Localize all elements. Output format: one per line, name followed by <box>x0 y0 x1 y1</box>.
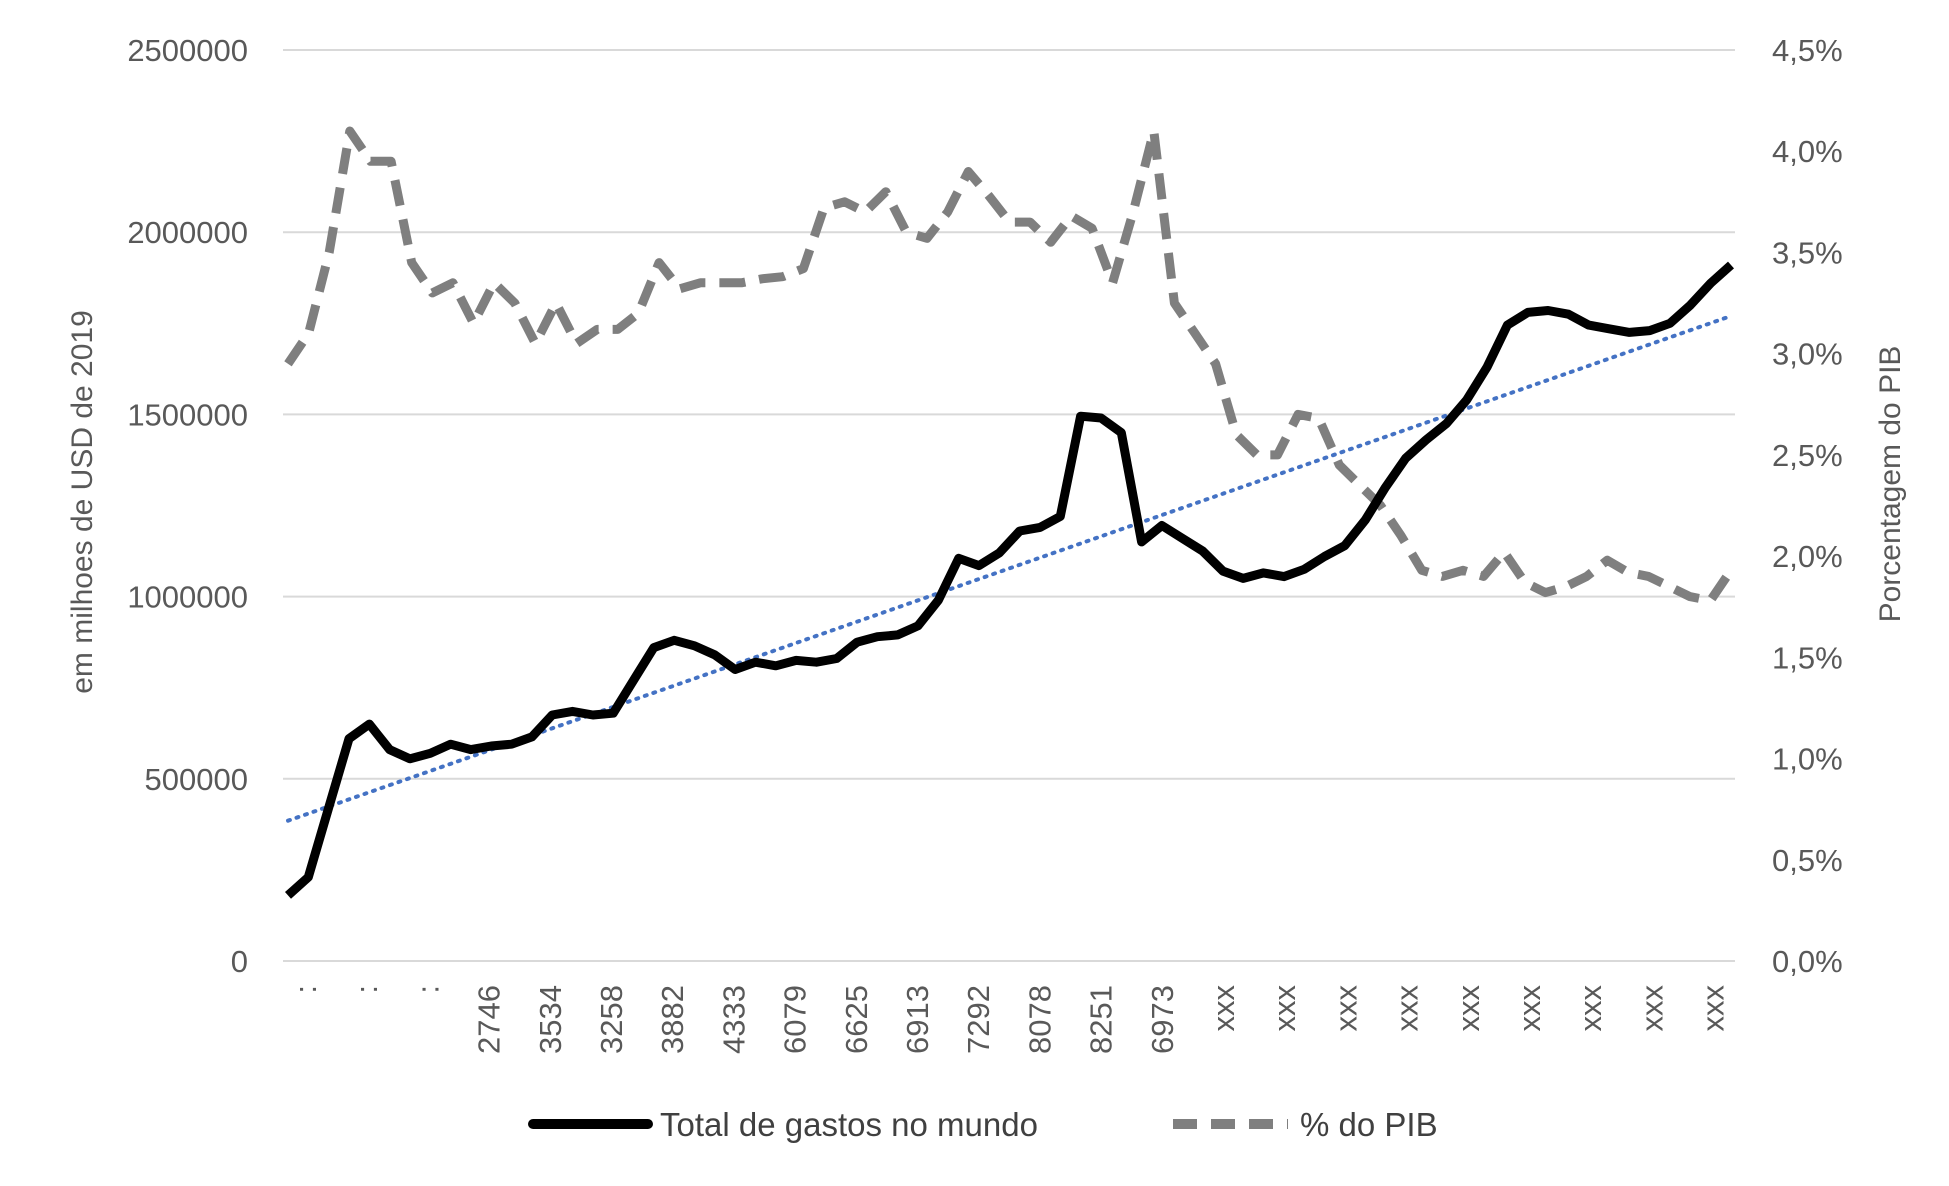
legend: Total de gastos no mundo % do PIB <box>528 1106 1438 1143</box>
x-axis-ticks: ::: 2746 3534 3258 3882 4333 6079 6625 6913 7292 8… <box>288 985 1731 1054</box>
y-right-tick-label: 1,0% <box>1772 742 1843 777</box>
x-tick-label: 8251 <box>1084 985 1119 1054</box>
x-tick-label: : <box>288 985 323 994</box>
y-right-tick-label: 2,5% <box>1772 438 1843 473</box>
x-tick-label: xxx <box>1267 985 1302 1032</box>
y-axis-right-ticks: 0,0% 0,5% 1,0% 1,5% 2,0% 2,5% 3,0% 3,5% 4,0% 4,5% <box>1772 33 1843 979</box>
y-left-tick-label: 1000000 <box>127 580 248 615</box>
x-tick-label: 6079 <box>778 985 813 1054</box>
legend-label-pib: % do PIB <box>1300 1106 1438 1143</box>
gridlines <box>283 49 1735 962</box>
y-axis-right-title: Porcentagem do PIB <box>1874 346 1907 623</box>
x-tick-label: 7292 <box>961 985 996 1054</box>
x-tick-label: xxx <box>1390 985 1425 1032</box>
series-line-pib <box>284 126 1735 606</box>
x-tick-label: 2746 <box>472 985 507 1054</box>
y-right-tick-label: 2,0% <box>1772 539 1843 574</box>
y-right-tick-label: 4,0% <box>1772 134 1843 169</box>
x-tick-label: xxx <box>1512 985 1547 1032</box>
x-tick-label: 3534 <box>533 985 568 1054</box>
x-tick-label: xxx <box>1696 985 1731 1032</box>
y-right-tick-label: 1,5% <box>1772 640 1843 675</box>
y-axis-left-title: em milhoes de USD de 2019 <box>66 310 99 694</box>
x-tick-label: 3258 <box>594 985 629 1054</box>
x-tick-label: : <box>410 985 445 994</box>
series-line-total <box>284 261 1735 899</box>
y-left-tick-label: 1500000 <box>127 397 248 432</box>
y-left-tick-label: 0 <box>231 944 248 979</box>
y-left-tick-label: 2500000 <box>127 33 248 68</box>
x-tick-label: 6625 <box>839 985 874 1054</box>
x-tick-label: 8078 <box>1022 985 1057 1054</box>
x-tick-label: 6973 <box>1145 985 1180 1054</box>
x-tick-label: xxx <box>1573 985 1608 1032</box>
y-right-tick-label: 4,5% <box>1772 33 1843 68</box>
x-tick-label: 6913 <box>900 985 935 1054</box>
y-left-tick-label: 2000000 <box>127 215 248 250</box>
y-right-tick-label: 0,5% <box>1772 843 1843 878</box>
x-tick-label: : <box>349 985 384 994</box>
y-axis-left-ticks: 0 500000 1000000 1500000 2000000 2500000 <box>127 33 248 979</box>
y-right-tick-label: 3,0% <box>1772 337 1843 372</box>
y-right-tick-label: 3,5% <box>1772 235 1843 270</box>
y-left-tick-label: 500000 <box>145 762 248 797</box>
series-group <box>284 126 1735 899</box>
x-tick-label: xxx <box>1328 985 1363 1032</box>
y-right-tick-label: 0,0% <box>1772 944 1843 979</box>
legend-label-total: Total de gastos no mundo <box>660 1106 1038 1143</box>
x-tick-label: xxx <box>1206 985 1241 1032</box>
x-tick-label: xxx <box>1451 985 1486 1032</box>
x-tick-label: 4333 <box>716 985 751 1054</box>
x-tick-label: 3882 <box>655 985 690 1054</box>
x-tick-label: xxx <box>1634 985 1669 1032</box>
